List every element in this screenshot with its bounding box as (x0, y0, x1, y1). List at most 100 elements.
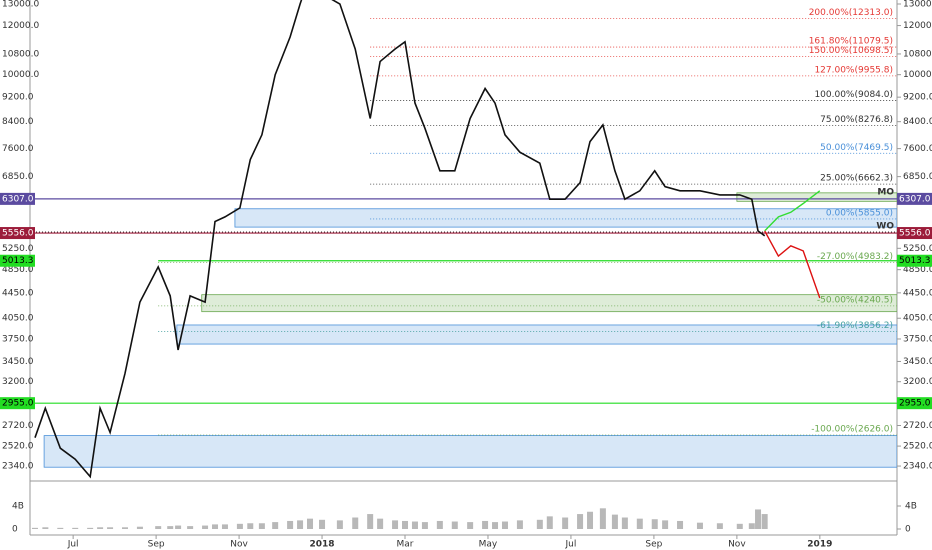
y-tick-label: 7600.0 (903, 144, 932, 154)
y-tick-label: 2340.0 (903, 462, 932, 472)
volume-bar (202, 525, 209, 529)
volume-bar (107, 527, 114, 529)
volume-bar (287, 520, 294, 529)
level-tag: WO (876, 222, 894, 232)
volume-bar (716, 523, 723, 529)
y-tick-label-left: 12000.0 (2, 21, 39, 31)
price-tag-left (0, 192, 35, 205)
fib-label: 127.00%(9955.8) (814, 65, 893, 75)
volume-bar (31, 527, 38, 529)
y-tick-label: 13000.0 (903, 0, 932, 9)
y-tick-label-left: 3750.0 (2, 334, 34, 344)
y-tick-label-left: 3200.0 (2, 377, 34, 387)
volume-bar (136, 526, 143, 529)
fib-label: -27.00%(4983.2) (817, 252, 893, 262)
volume-bar (212, 524, 219, 529)
y-tick-label: 4450.0 (903, 288, 932, 298)
volume-tick-label: 4B (905, 502, 917, 512)
zone (176, 324, 897, 345)
volume-bar (677, 520, 684, 529)
price-tag-label-left: 5013.3 (2, 256, 34, 266)
fib-label: 150.00%(10698.5) (809, 46, 893, 56)
volume-bar (451, 521, 458, 529)
y-tick-label-left: 10000.0 (2, 70, 39, 80)
volume-bar (501, 521, 508, 529)
volume-bar (492, 522, 499, 529)
y-tick-label-left: 6850.0 (2, 172, 34, 182)
volume-bar (42, 527, 49, 529)
y-tick-label: 2520.0 (903, 442, 932, 452)
x-tick-label: Jul (67, 540, 79, 550)
volume-bar (482, 520, 489, 529)
y-tick-label-left: 9200.0 (2, 93, 34, 103)
y-tick-label: 6850.0 (903, 172, 932, 182)
price-tag-right (897, 397, 932, 410)
y-tick-label: 12000.0 (903, 21, 932, 31)
x-tick-label: Nov (728, 540, 746, 550)
volume-bar (436, 520, 443, 529)
zone (736, 192, 897, 202)
price-tag-right (897, 192, 932, 205)
price-tag-right (897, 254, 932, 267)
y-tick-label-left: 2520.0 (2, 442, 34, 452)
fib-label: 200.00%(12313.0) (809, 8, 893, 18)
volume-bar (87, 527, 94, 529)
volume-bar (562, 517, 569, 529)
y-tick-label: 5250.0 (903, 244, 932, 254)
volume-tick-label: 0 (905, 525, 911, 535)
volume-bar (236, 523, 243, 529)
price-tag-label-right: 6307.0 (899, 194, 931, 204)
x-tick-label: Sep (645, 540, 662, 550)
volume-bar (736, 523, 743, 529)
zone (234, 208, 897, 228)
volume-tick-label-left: 4B (12, 502, 24, 512)
volume-bar (402, 520, 409, 529)
fib-label: 0.00%(5855.0) (826, 208, 893, 218)
x-tick-label: Nov (230, 540, 248, 550)
y-tick-label-left: 3450.0 (2, 357, 34, 367)
y-tick-label: 10800.0 (903, 49, 932, 59)
zone (43, 435, 897, 468)
fib-label: 100.00%(9084.0) (814, 90, 893, 100)
x-tick-label: May (479, 540, 498, 550)
y-tick-label-left: 8400.0 (2, 117, 34, 127)
volume-bar (421, 522, 428, 529)
volume-bar (319, 519, 326, 529)
price-tag-left (0, 397, 35, 410)
y-tick-label-left: 4850.0 (2, 265, 34, 275)
volume-bar (72, 527, 79, 529)
y-tick-label: 4050.0 (903, 314, 932, 324)
x-tick-label: Jul (565, 540, 577, 550)
volume-bar (611, 514, 618, 529)
price-tag-label-left: 2955.0 (2, 399, 34, 409)
y-tick-label: 9200.0 (903, 93, 932, 103)
price-line (34, 0, 766, 479)
volume-bar (336, 520, 343, 529)
volume-bar (748, 523, 755, 529)
y-tick-label-left: 7600.0 (2, 144, 34, 154)
price-tag-label-left: 5556.0 (2, 229, 34, 239)
y-tick-label-left: 5250.0 (2, 244, 34, 254)
volume-bar (155, 526, 162, 529)
x-tick-label: 2018 (310, 540, 335, 550)
volume-bar (121, 527, 128, 529)
y-tick-label-left: 13000.0 (2, 0, 39, 9)
price-tag-label-right: 5013.3 (899, 256, 931, 266)
price-line (764, 230, 821, 299)
price-tag-left (0, 227, 35, 240)
fib-label: -61.90%(3856.2) (817, 321, 893, 331)
volume-bar (307, 518, 314, 529)
volume-bar (221, 524, 228, 529)
y-tick-label: 10000.0 (903, 70, 932, 80)
volume-bar (352, 517, 359, 529)
volume-bar (651, 519, 658, 529)
fib-label: -50.00%(4240.5) (817, 295, 893, 305)
volume-bar (272, 522, 279, 529)
volume-bar (577, 514, 584, 529)
y-tick-label-left: 10800.0 (2, 49, 39, 59)
volume-bar (516, 520, 523, 529)
level-tag: MO (877, 187, 894, 197)
plot-area (30, 0, 897, 479)
